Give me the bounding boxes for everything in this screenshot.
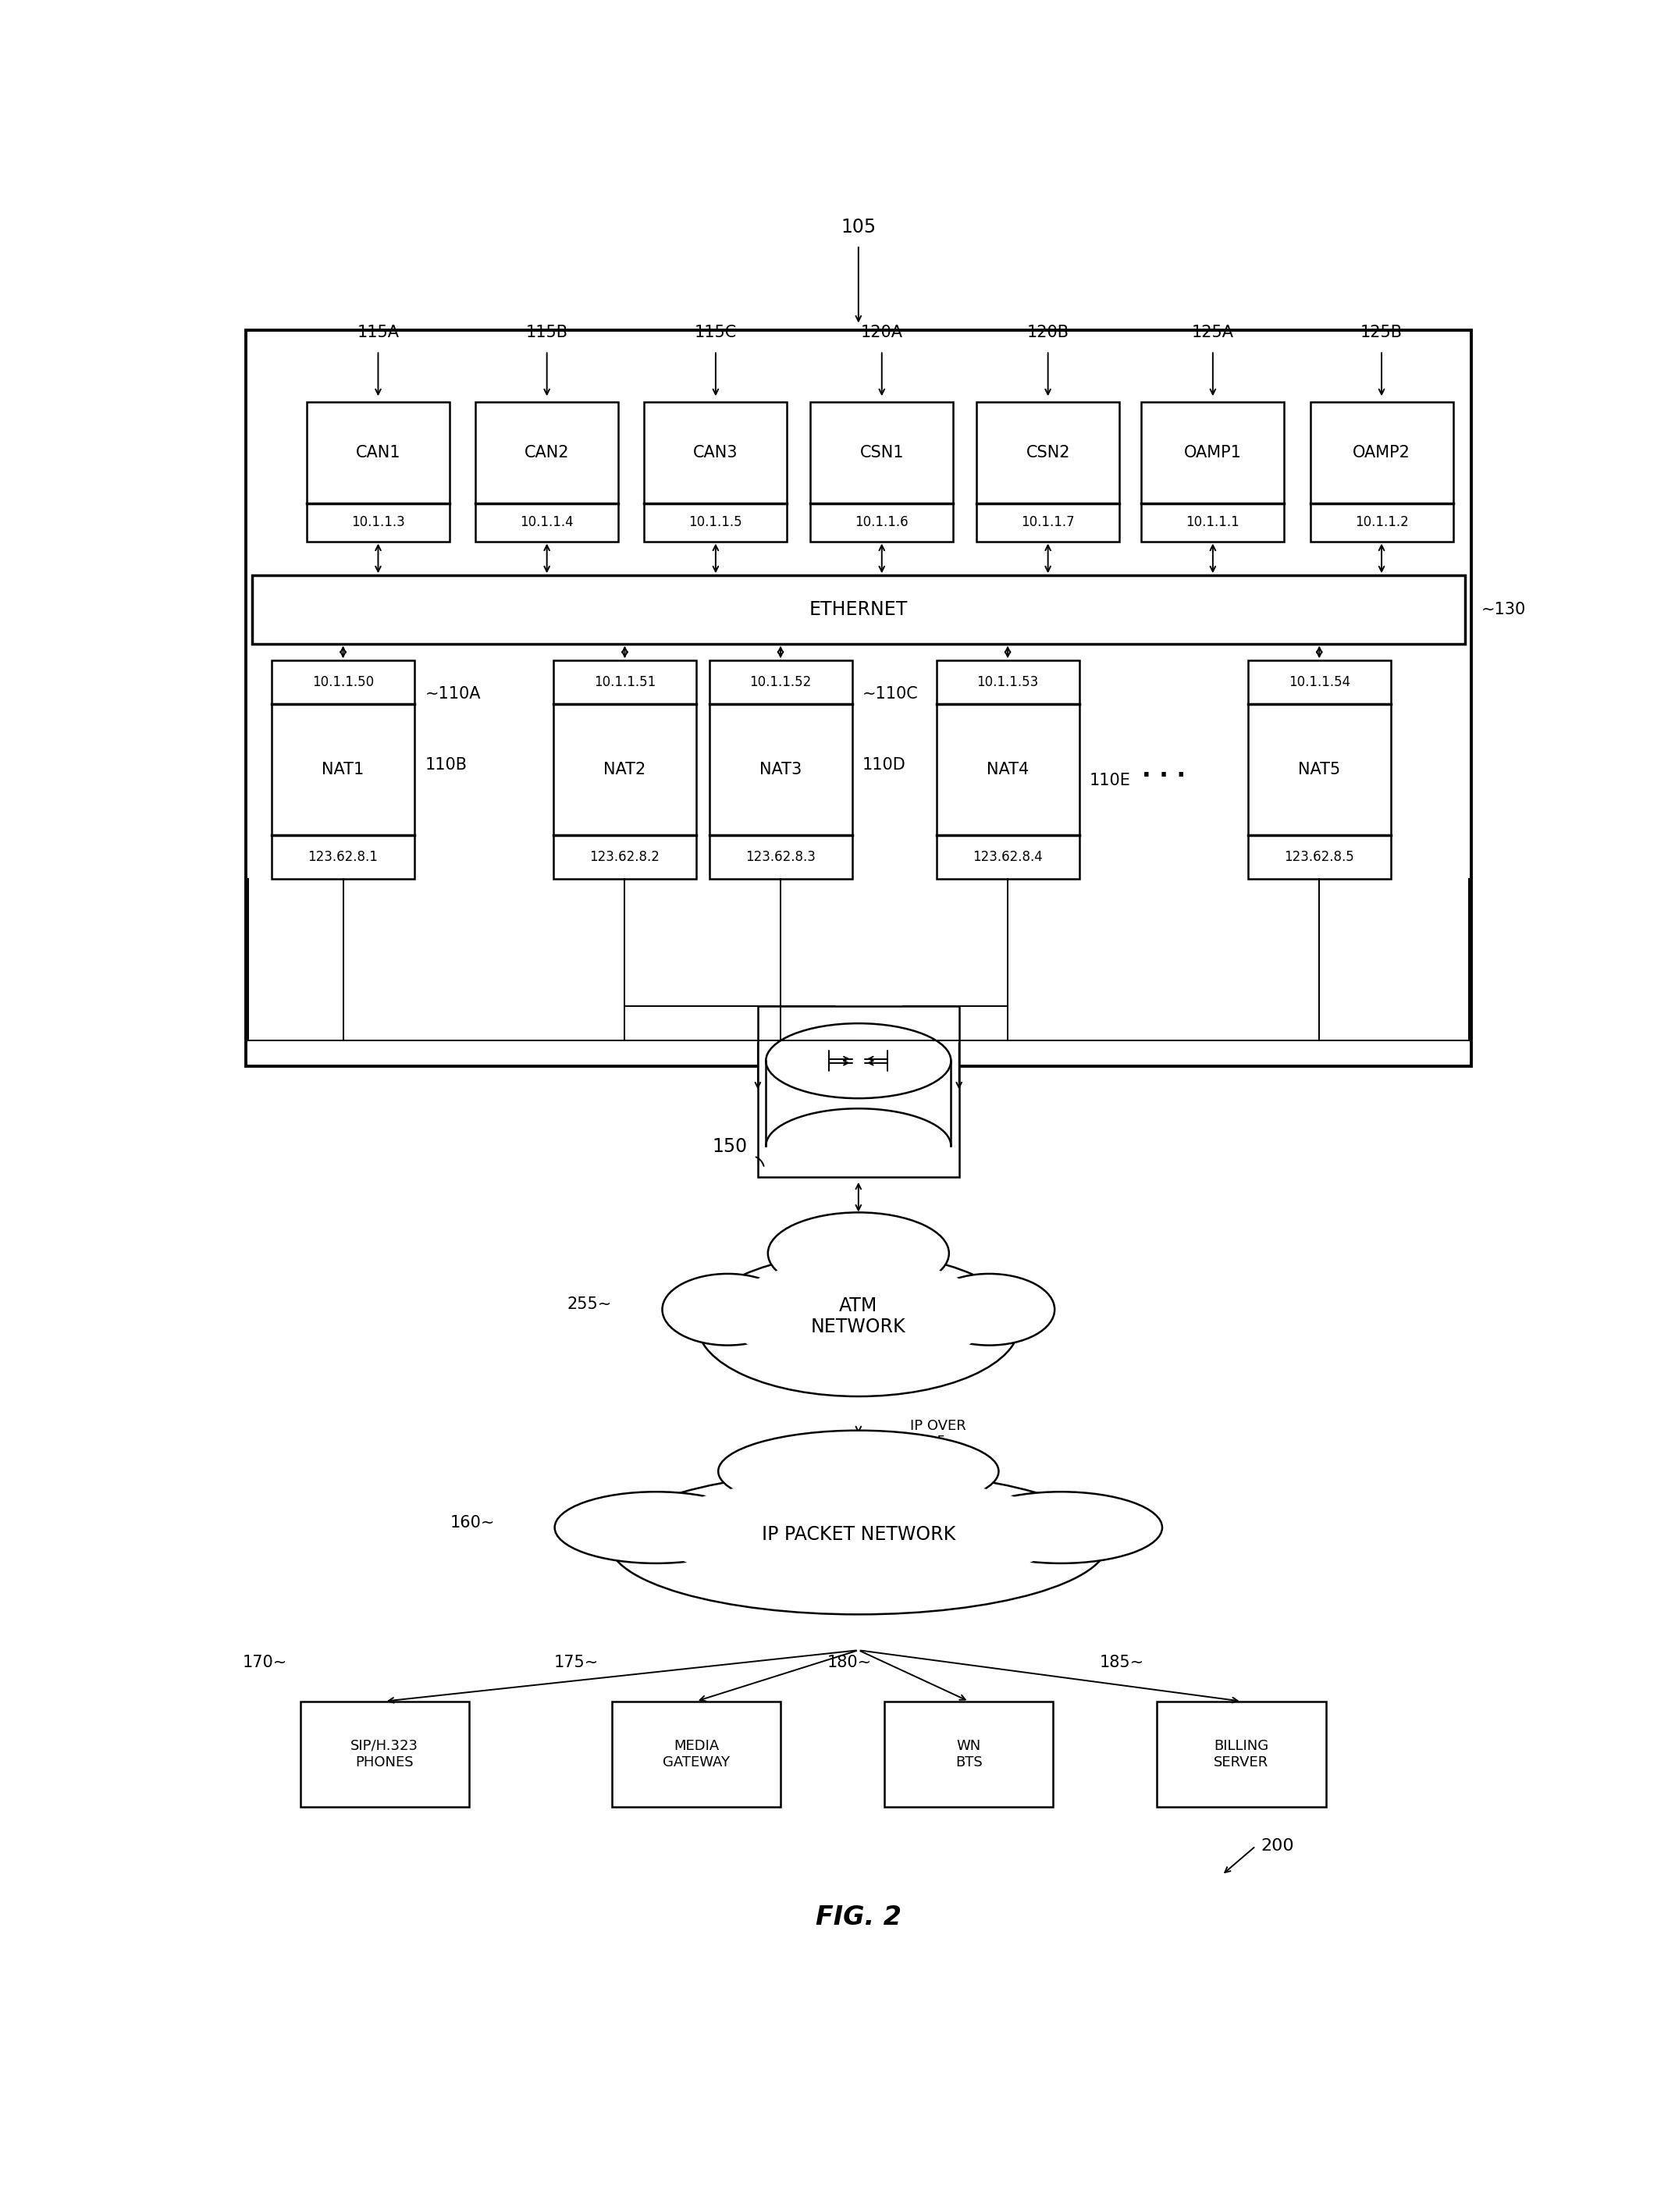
Text: 10.1.1.52: 10.1.1.52 bbox=[750, 675, 811, 690]
Text: 115B: 115B bbox=[526, 325, 568, 341]
Text: ETHERNET: ETHERNET bbox=[809, 599, 908, 619]
FancyBboxPatch shape bbox=[1248, 661, 1390, 878]
Text: 175~: 175~ bbox=[554, 1655, 600, 1670]
Text: 123.62.8.4: 123.62.8.4 bbox=[973, 849, 1044, 865]
Ellipse shape bbox=[960, 1491, 1162, 1564]
Text: ~110A: ~110A bbox=[425, 686, 481, 701]
Text: NAT2: NAT2 bbox=[603, 761, 647, 776]
Text: 123.62.8.1: 123.62.8.1 bbox=[308, 849, 379, 865]
Ellipse shape bbox=[610, 1471, 1107, 1615]
Text: 255~: 255~ bbox=[568, 1296, 611, 1312]
Text: 115A: 115A bbox=[357, 325, 399, 341]
FancyBboxPatch shape bbox=[1310, 403, 1452, 542]
Text: 123.62.8.2: 123.62.8.2 bbox=[590, 849, 660, 865]
Text: 115C: 115C bbox=[695, 325, 737, 341]
Text: CAN3: CAN3 bbox=[693, 445, 739, 460]
Text: 110B: 110B bbox=[425, 757, 467, 772]
Ellipse shape bbox=[719, 1431, 998, 1513]
Text: IP PACKET NETWORK: IP PACKET NETWORK bbox=[762, 1524, 955, 1544]
Text: MEDIA
GATEWAY: MEDIA GATEWAY bbox=[663, 1739, 730, 1770]
Text: 10.1.1.6: 10.1.1.6 bbox=[854, 515, 908, 529]
Text: WN
BTS: WN BTS bbox=[955, 1739, 982, 1770]
FancyBboxPatch shape bbox=[271, 661, 414, 878]
Text: NAT5: NAT5 bbox=[1298, 761, 1340, 776]
FancyBboxPatch shape bbox=[1157, 1701, 1327, 1807]
Text: CSN2: CSN2 bbox=[1025, 445, 1070, 460]
Text: 10.1.1.50: 10.1.1.50 bbox=[312, 675, 374, 690]
Text: ~130: ~130 bbox=[1482, 602, 1526, 617]
Ellipse shape bbox=[697, 1254, 1020, 1396]
Text: SIP/H.323
PHONES: SIP/H.323 PHONES bbox=[350, 1739, 419, 1770]
Text: CAN1: CAN1 bbox=[355, 445, 400, 460]
Text: 10.1.1.4: 10.1.1.4 bbox=[521, 515, 573, 529]
FancyBboxPatch shape bbox=[811, 403, 953, 542]
FancyBboxPatch shape bbox=[936, 661, 1079, 878]
Ellipse shape bbox=[727, 1259, 990, 1371]
Text: 120B: 120B bbox=[1027, 325, 1069, 341]
FancyBboxPatch shape bbox=[253, 575, 1464, 644]
FancyBboxPatch shape bbox=[246, 330, 1471, 1066]
Ellipse shape bbox=[767, 1212, 950, 1294]
FancyBboxPatch shape bbox=[307, 403, 449, 542]
Text: BILLING
SERVER: BILLING SERVER bbox=[1214, 1739, 1268, 1770]
Text: 10.1.1.1: 10.1.1.1 bbox=[1186, 515, 1240, 529]
Text: . . .: . . . bbox=[1142, 759, 1186, 781]
Text: 10.1.1.3: 10.1.1.3 bbox=[352, 515, 405, 529]
Text: 125B: 125B bbox=[1360, 325, 1402, 341]
Text: 170~: 170~ bbox=[243, 1655, 288, 1670]
Ellipse shape bbox=[925, 1274, 1055, 1345]
Ellipse shape bbox=[554, 1491, 757, 1564]
Text: FIG. 2: FIG. 2 bbox=[816, 1905, 901, 1931]
Text: 10.1.1.53: 10.1.1.53 bbox=[977, 675, 1038, 690]
Ellipse shape bbox=[662, 1274, 792, 1345]
Text: 200: 200 bbox=[1261, 1838, 1295, 1854]
FancyBboxPatch shape bbox=[1141, 403, 1285, 542]
FancyBboxPatch shape bbox=[709, 661, 853, 878]
Text: NAT4: NAT4 bbox=[987, 761, 1028, 776]
Text: CAN2: CAN2 bbox=[524, 445, 570, 460]
Text: 110E: 110E bbox=[1089, 772, 1131, 787]
Text: 123.62.8.3: 123.62.8.3 bbox=[745, 849, 816, 865]
Text: 110D: 110D bbox=[863, 757, 906, 772]
FancyBboxPatch shape bbox=[476, 403, 618, 542]
Text: 160~: 160~ bbox=[451, 1515, 496, 1531]
Ellipse shape bbox=[657, 1475, 1060, 1588]
Text: 10.1.1.51: 10.1.1.51 bbox=[595, 675, 655, 690]
FancyBboxPatch shape bbox=[977, 403, 1119, 542]
FancyBboxPatch shape bbox=[300, 1701, 469, 1807]
Text: 125A: 125A bbox=[1191, 325, 1234, 341]
Text: 185~: 185~ bbox=[1099, 1655, 1144, 1670]
FancyBboxPatch shape bbox=[553, 661, 697, 878]
Text: 10.1.1.7: 10.1.1.7 bbox=[1022, 515, 1075, 529]
FancyBboxPatch shape bbox=[645, 403, 787, 542]
FancyBboxPatch shape bbox=[884, 1701, 1054, 1807]
Text: 105: 105 bbox=[841, 217, 876, 237]
Text: NAT1: NAT1 bbox=[322, 761, 363, 776]
Text: 10.1.1.54: 10.1.1.54 bbox=[1288, 675, 1350, 690]
Text: IP OVER
AAL5: IP OVER AAL5 bbox=[911, 1418, 966, 1449]
Text: ATM
NETWORK: ATM NETWORK bbox=[811, 1296, 906, 1336]
Text: 123.62.8.5: 123.62.8.5 bbox=[1285, 849, 1355, 865]
Text: 180~: 180~ bbox=[827, 1655, 871, 1670]
Text: 10.1.1.2: 10.1.1.2 bbox=[1355, 515, 1409, 529]
Text: OAMP1: OAMP1 bbox=[1184, 445, 1241, 460]
Text: OAMP2: OAMP2 bbox=[1353, 445, 1410, 460]
Text: ~110C: ~110C bbox=[863, 686, 918, 701]
FancyBboxPatch shape bbox=[611, 1701, 781, 1807]
Text: 10.1.1.5: 10.1.1.5 bbox=[688, 515, 742, 529]
Text: 120A: 120A bbox=[861, 325, 903, 341]
Text: NAT3: NAT3 bbox=[759, 761, 802, 776]
Text: CSN1: CSN1 bbox=[859, 445, 905, 460]
Text: 150: 150 bbox=[712, 1137, 747, 1157]
FancyBboxPatch shape bbox=[757, 1006, 960, 1177]
